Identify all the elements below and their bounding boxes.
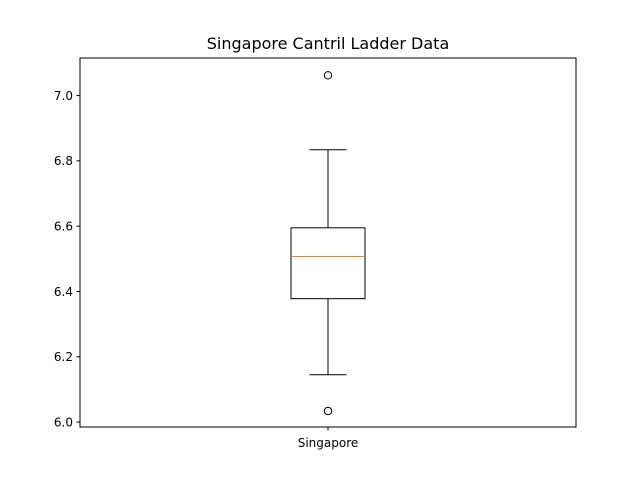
iqr-box: [290, 227, 366, 300]
y-tick-label: 6.0: [54, 415, 73, 429]
x-tick-label: Singapore: [298, 436, 359, 450]
chart-title: Singapore Cantril Ladder Data: [207, 34, 450, 53]
outlier-point: [323, 71, 333, 80]
x-axis: Singapore: [298, 427, 359, 450]
axes-frame: [79, 57, 577, 428]
y-tick-label: 7.0: [54, 89, 73, 103]
outlier-point: [323, 406, 333, 416]
y-tick-label: 6.8: [54, 154, 73, 168]
plot-area: [290, 71, 366, 416]
y-tick-label: 6.2: [54, 350, 73, 364]
y-axis: 6.0 6.2 6.4 6.6 6.8 7.0: [54, 89, 80, 429]
y-tick-label: 6.6: [54, 219, 73, 233]
y-tick-label: 6.4: [54, 285, 73, 299]
